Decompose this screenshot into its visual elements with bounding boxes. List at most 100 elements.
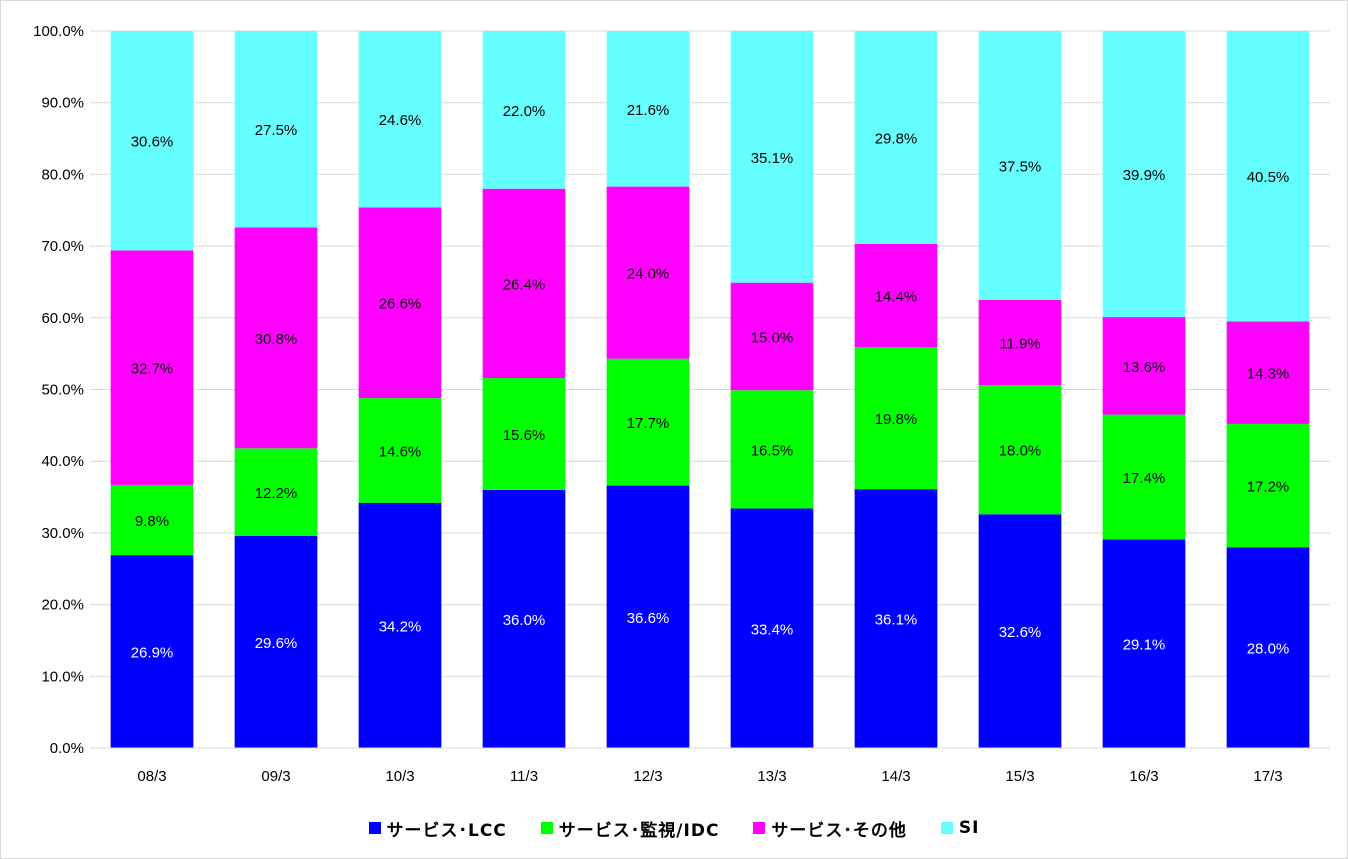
data-label: 26.6% — [379, 296, 422, 313]
bar-segment — [110, 31, 194, 251]
x-tick-label: 17/3 — [1253, 768, 1282, 785]
bar-segment — [1226, 423, 1310, 548]
bar-segment — [358, 207, 442, 399]
bar-segment — [234, 31, 318, 228]
y-tick-label: 20.0% — [41, 597, 84, 614]
bar-segment — [730, 31, 814, 283]
data-label: 32.7% — [131, 361, 174, 378]
data-label: 40.5% — [1247, 169, 1290, 186]
bar-segment — [854, 31, 938, 244]
bars — [110, 31, 1310, 748]
x-tick-label: 13/3 — [757, 768, 786, 785]
data-label: 35.1% — [751, 150, 794, 167]
data-label: 12.2% — [255, 485, 298, 502]
legend-item-si: SI — [940, 818, 980, 838]
bar-segment — [730, 282, 814, 391]
bar-segment — [110, 555, 194, 748]
y-tick-label: 50.0% — [41, 382, 84, 399]
data-label: 32.6% — [999, 624, 1042, 641]
bar-segment — [978, 514, 1062, 748]
bar-segment — [1102, 414, 1186, 540]
bar-segment — [854, 243, 938, 348]
y-tick-label: 0.0% — [50, 740, 84, 757]
data-label: 15.6% — [503, 427, 546, 444]
bar-segment — [1226, 321, 1310, 424]
legend-item-lcc: サービス･LCC — [368, 816, 507, 841]
y-tick-label: 30.0% — [41, 525, 84, 542]
data-label: 13.6% — [1123, 359, 1166, 376]
data-label: 30.8% — [255, 331, 298, 348]
data-label: 14.6% — [379, 443, 422, 460]
data-label: 15.0% — [751, 329, 794, 346]
legend: サービス･LCC サービス･監視/IDC サービス･その他 SI — [0, 813, 1348, 843]
data-label: 18.0% — [999, 443, 1042, 460]
bar-segment — [854, 347, 938, 490]
data-label: 9.8% — [135, 513, 169, 530]
bar-segment — [358, 398, 442, 503]
data-label: 33.4% — [751, 621, 794, 638]
data-label: 14.3% — [1247, 366, 1290, 383]
data-label: 16.5% — [751, 442, 794, 459]
data-label: 26.4% — [503, 276, 546, 293]
legend-label-si: SI — [958, 818, 980, 838]
data-label: 39.9% — [1123, 167, 1166, 184]
data-label: 27.5% — [255, 122, 298, 139]
bar-segment — [234, 448, 318, 536]
bar-segment — [1102, 31, 1186, 318]
data-labels: 26.9% 9.8% 32.7% 30.6% 29.6% 12.2% 30.8% 27.5% 3… — [131, 102, 1290, 662]
y-tick-label: 10.0% — [41, 668, 84, 685]
data-label: 28.0% — [1247, 641, 1290, 658]
legend-swatch-other — [753, 822, 766, 834]
x-tick-label: 16/3 — [1129, 768, 1158, 785]
bar-segment — [1102, 539, 1186, 748]
bar-segment — [854, 489, 938, 748]
bar-segment — [978, 31, 1062, 300]
data-label: 36.1% — [875, 612, 918, 629]
x-tick-label: 08/3 — [137, 768, 166, 785]
data-label: 19.8% — [875, 411, 918, 428]
legend-label-monitoring-idc: サービス･監視/IDC — [558, 820, 720, 841]
data-label: 37.5% — [999, 158, 1042, 175]
data-label: 21.6% — [627, 102, 670, 119]
data-label: 14.4% — [875, 289, 918, 306]
y-tick-label: 100.0% — [33, 23, 84, 40]
x-tick-label: 10/3 — [385, 768, 414, 785]
legend-label-lcc: サービス･LCC — [386, 820, 507, 841]
bar-segment — [1102, 317, 1186, 415]
bar-segment — [1226, 547, 1310, 748]
y-tick-label: 70.0% — [41, 238, 84, 255]
bar-segment — [730, 508, 814, 748]
legend-swatch-monitoring-idc — [540, 822, 553, 834]
data-label: 29.1% — [1123, 637, 1166, 654]
legend-item-monitoring-idc: サービス･監視/IDC — [540, 816, 720, 841]
bar-segment — [606, 31, 690, 187]
x-tick-label: 14/3 — [881, 768, 910, 785]
bar-segment — [482, 31, 566, 189]
legend-item-other: サービス･その他 — [753, 816, 907, 841]
bar-segment — [234, 535, 318, 748]
data-label: 17.4% — [1123, 470, 1166, 487]
data-label: 24.0% — [627, 266, 670, 283]
data-label: 36.0% — [503, 612, 546, 629]
bar-segment — [978, 385, 1062, 515]
data-label: 29.6% — [255, 635, 298, 652]
legend-label-other: サービス･その他 — [771, 820, 907, 841]
data-label: 17.2% — [1247, 479, 1290, 496]
data-label: 22.0% — [503, 103, 546, 120]
bar-segment — [606, 186, 690, 359]
y-tick-label: 90.0% — [41, 95, 84, 112]
y-tick-label: 40.0% — [41, 453, 84, 470]
data-label: 26.9% — [131, 645, 174, 662]
data-label: 24.6% — [379, 112, 422, 129]
bar-segment — [606, 485, 690, 748]
bar-segment — [234, 227, 318, 449]
x-tick-label: 15/3 — [1005, 768, 1034, 785]
data-label: 30.6% — [131, 134, 174, 151]
bar-segment — [358, 502, 442, 748]
bar-segment — [1226, 31, 1310, 322]
bar-segment — [110, 484, 194, 556]
bar-segment — [606, 358, 690, 486]
y-tick-label: 60.0% — [41, 310, 84, 327]
legend-swatch-lcc — [368, 822, 381, 834]
